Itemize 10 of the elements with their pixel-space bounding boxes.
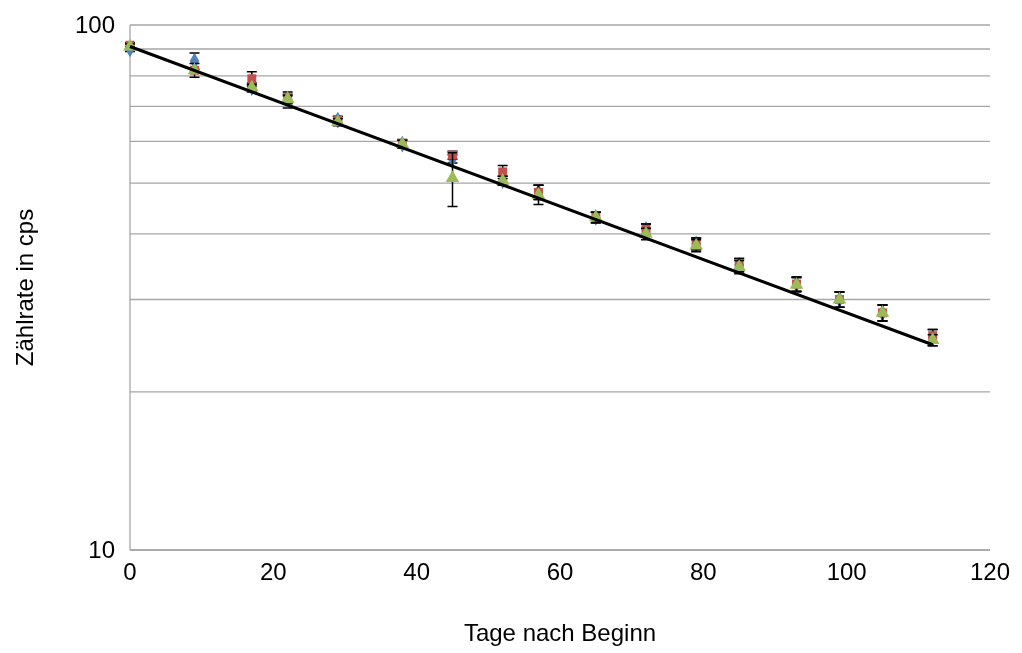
y-axis-title: Zählrate in cps (11, 208, 38, 367)
x-tick-label: 40 (403, 558, 431, 585)
y-tick-label: 10 (88, 536, 115, 564)
x-axis-title: Tage nach Beginn (463, 619, 657, 646)
x-tick-label: 60 (546, 558, 574, 585)
x-tick-label: 100 (826, 558, 867, 585)
x-tick-label: 120 (969, 558, 1011, 585)
x-tick-label: 0 (123, 558, 137, 585)
x-tick-label: 80 (689, 558, 717, 585)
x-tick-label: 20 (259, 558, 287, 585)
